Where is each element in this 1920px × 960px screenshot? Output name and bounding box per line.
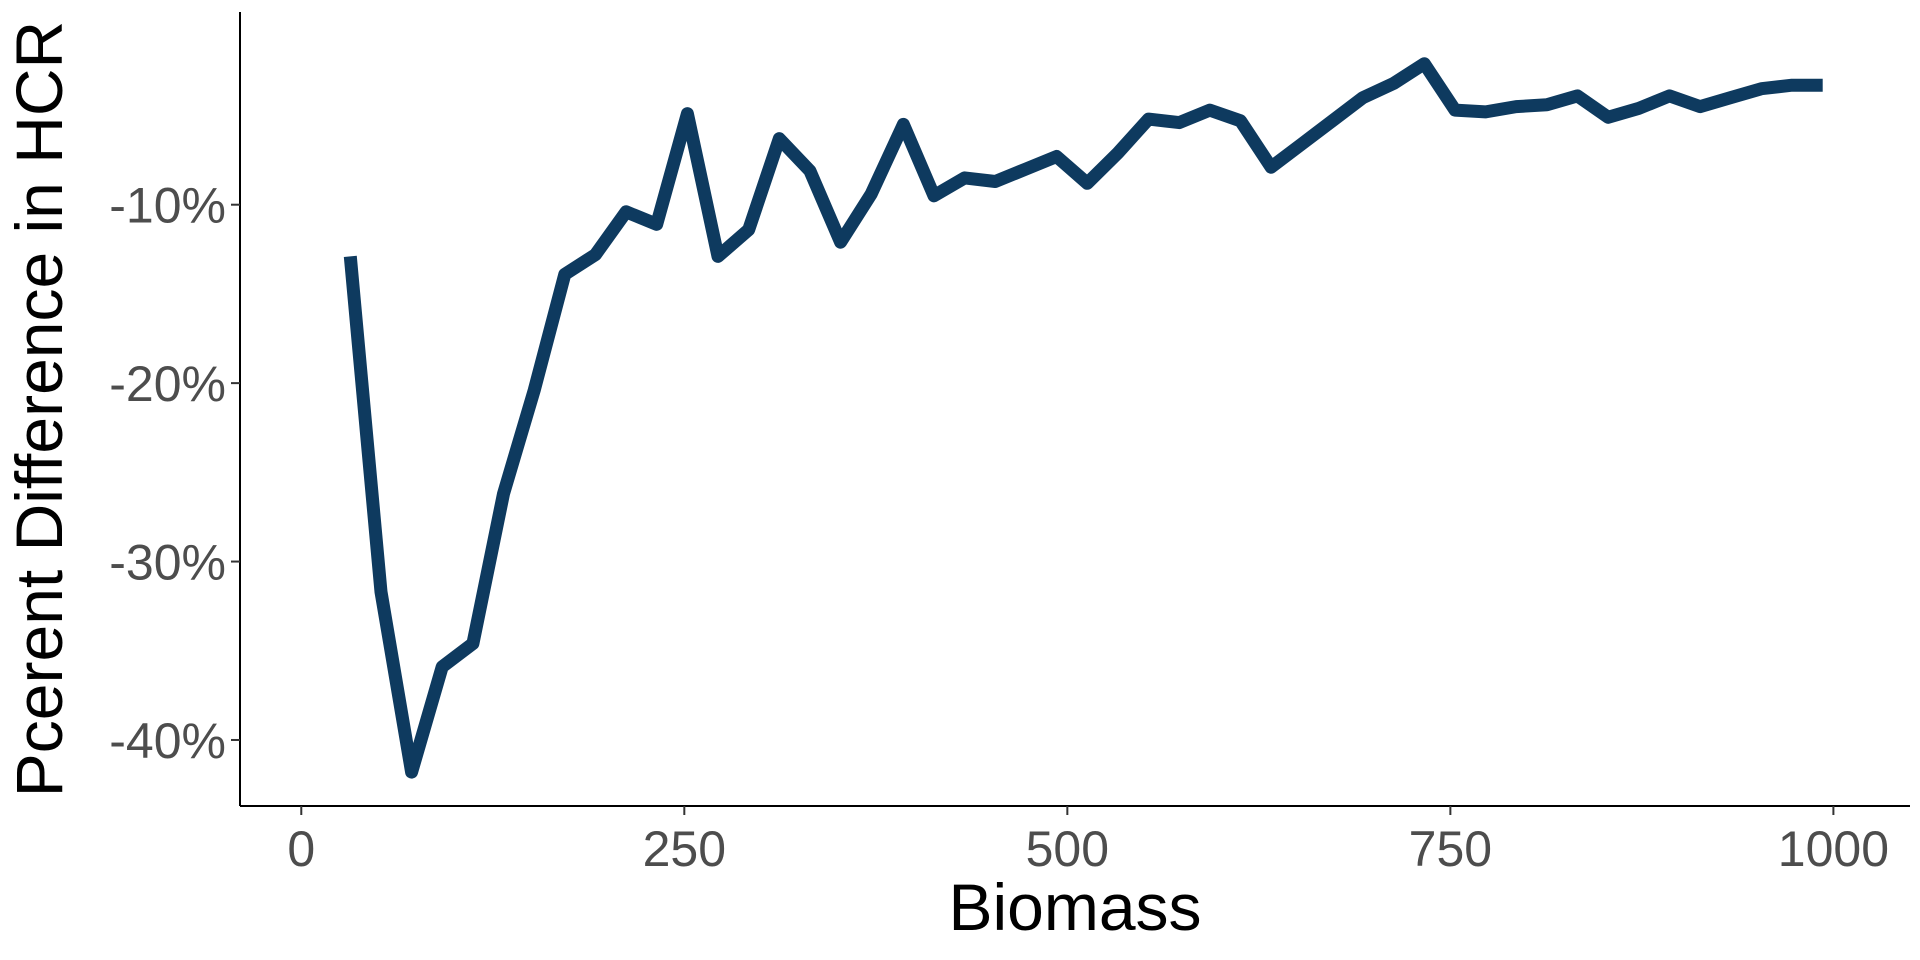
x-tick-label: 750 [1409,821,1492,877]
y-tick-label: -30% [109,535,226,591]
x-tick-label: 500 [1026,821,1109,877]
series [343,57,1823,779]
ticks: 0 250 500 750 1000 -40% -30% -20% -10% [109,178,1889,877]
y-tick-label: -40% [109,713,226,769]
axes [239,12,1910,807]
y-tick-label: -10% [109,178,226,234]
x-axis-title: Biomass [948,870,1201,944]
y-tick-label: -20% [109,356,226,412]
x-tick-label: 250 [643,821,726,877]
x-tick-label: 0 [287,821,315,877]
y-axis-title: Pcerent Difference in HCR [2,21,76,797]
x-tick-label: 1000 [1778,821,1889,877]
series-line [343,57,1823,779]
